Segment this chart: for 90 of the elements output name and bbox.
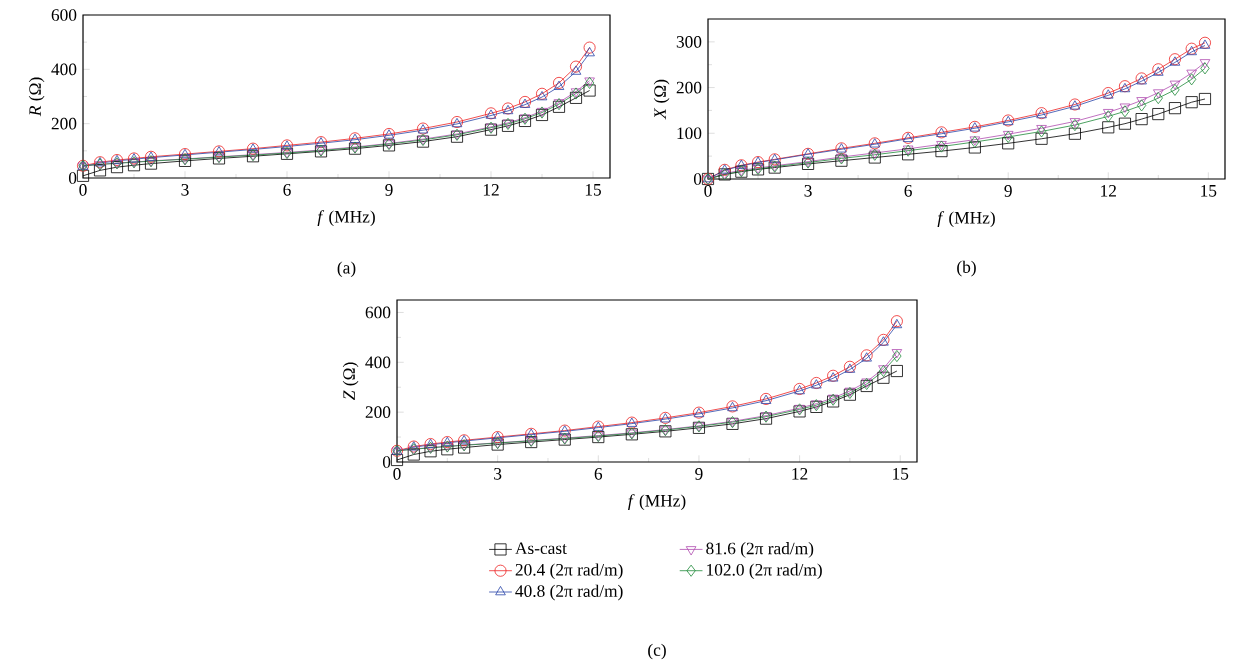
point <box>1070 119 1080 132</box>
point <box>877 371 890 384</box>
point <box>1035 132 1048 145</box>
point <box>1200 62 1210 75</box>
point <box>1168 102 1181 115</box>
point <box>1198 92 1211 105</box>
point <box>1187 73 1197 86</box>
y-tick-label: 200 <box>676 81 702 94</box>
y-tick-label: 400 <box>365 356 391 369</box>
point <box>584 47 595 57</box>
legend-label: 40.8 (2π rad/m) <box>515 584 623 601</box>
y-axis-title: X (Ω) <box>653 79 670 120</box>
x-tick-label: 6 <box>594 468 603 480</box>
x-tick-label: 12 <box>483 184 499 196</box>
point <box>1136 97 1147 107</box>
legend-label: As-cast <box>515 542 567 555</box>
point <box>1186 69 1197 79</box>
x-tick-label: 9 <box>385 184 393 196</box>
point <box>1185 96 1198 109</box>
point <box>570 60 582 73</box>
x-tick-label: 0 <box>704 185 712 197</box>
point <box>570 65 582 75</box>
point <box>1103 110 1113 123</box>
text: (c) <box>648 643 666 660</box>
point <box>536 91 548 101</box>
point <box>536 87 548 100</box>
x-tick-label: 0 <box>393 468 401 480</box>
y-tick-label: 400 <box>51 63 77 76</box>
y-tick-label: 100 <box>677 127 702 140</box>
point <box>1103 109 1114 119</box>
point <box>1068 127 1081 140</box>
point <box>553 76 565 89</box>
point <box>1152 108 1165 121</box>
point <box>94 164 107 177</box>
point <box>1153 92 1163 105</box>
x-tick-label: 9 <box>695 468 703 480</box>
point <box>1153 89 1164 99</box>
point <box>935 145 948 158</box>
x-axis-title: f (MHz) <box>628 494 686 511</box>
y-axis-title: R (Ω) <box>28 77 45 117</box>
point <box>407 448 420 461</box>
x-tick-label: 12 <box>1101 185 1116 197</box>
y-tick-label: 200 <box>51 117 77 130</box>
y-tick-label: 300 <box>676 36 702 48</box>
point <box>1135 113 1148 126</box>
point <box>968 141 981 154</box>
y-tick-label: 600 <box>365 306 391 319</box>
x-tick-label: 3 <box>181 184 189 196</box>
x-tick-label: 6 <box>283 184 291 196</box>
point <box>890 365 903 378</box>
point <box>1199 59 1211 69</box>
point <box>553 80 565 90</box>
y-tick-label: 200 <box>365 406 391 418</box>
point <box>424 445 437 458</box>
legend-label: 20.4 (2π rad/m) <box>515 563 623 580</box>
x-tick-label: 0 <box>79 184 87 196</box>
point <box>1069 118 1081 128</box>
point <box>1002 137 1015 150</box>
text: (a) <box>337 261 356 278</box>
x-axis-title: f (MHz) <box>317 210 375 227</box>
point <box>1170 83 1180 96</box>
x-tick-label: 3 <box>804 185 812 197</box>
point <box>583 41 596 54</box>
point <box>1119 103 1131 113</box>
y-tick-label: 0 <box>693 173 702 185</box>
x-axis-title: f (MHz) <box>937 211 995 228</box>
text: (b) <box>957 260 976 277</box>
x-tick-label: 15 <box>893 468 909 480</box>
y-tick-label: 0 <box>382 456 391 468</box>
y-tick-label: 0 <box>68 172 77 184</box>
y-tick-label: 600 <box>51 9 77 21</box>
point <box>902 148 915 161</box>
point <box>1118 117 1131 130</box>
x-tick-label: 6 <box>904 185 912 197</box>
point <box>1120 105 1130 118</box>
point <box>892 350 902 363</box>
point <box>583 84 596 97</box>
point <box>1137 99 1147 112</box>
x-tick-label: 9 <box>1004 185 1012 197</box>
x-tick-label: 12 <box>792 468 808 480</box>
point <box>1169 80 1181 90</box>
point <box>111 161 124 174</box>
x-tick-label: 15 <box>585 184 601 196</box>
x-tick-label: 15 <box>1201 185 1217 197</box>
legend-label: 102.0 (2π rad/m) <box>707 563 822 580</box>
legend-label: 81.6 (2π rad/m) <box>706 542 814 558</box>
x-tick-label: 3 <box>494 468 502 480</box>
y-axis-title: Z (Ω) <box>342 362 359 401</box>
point <box>1102 121 1115 134</box>
point <box>570 91 582 104</box>
